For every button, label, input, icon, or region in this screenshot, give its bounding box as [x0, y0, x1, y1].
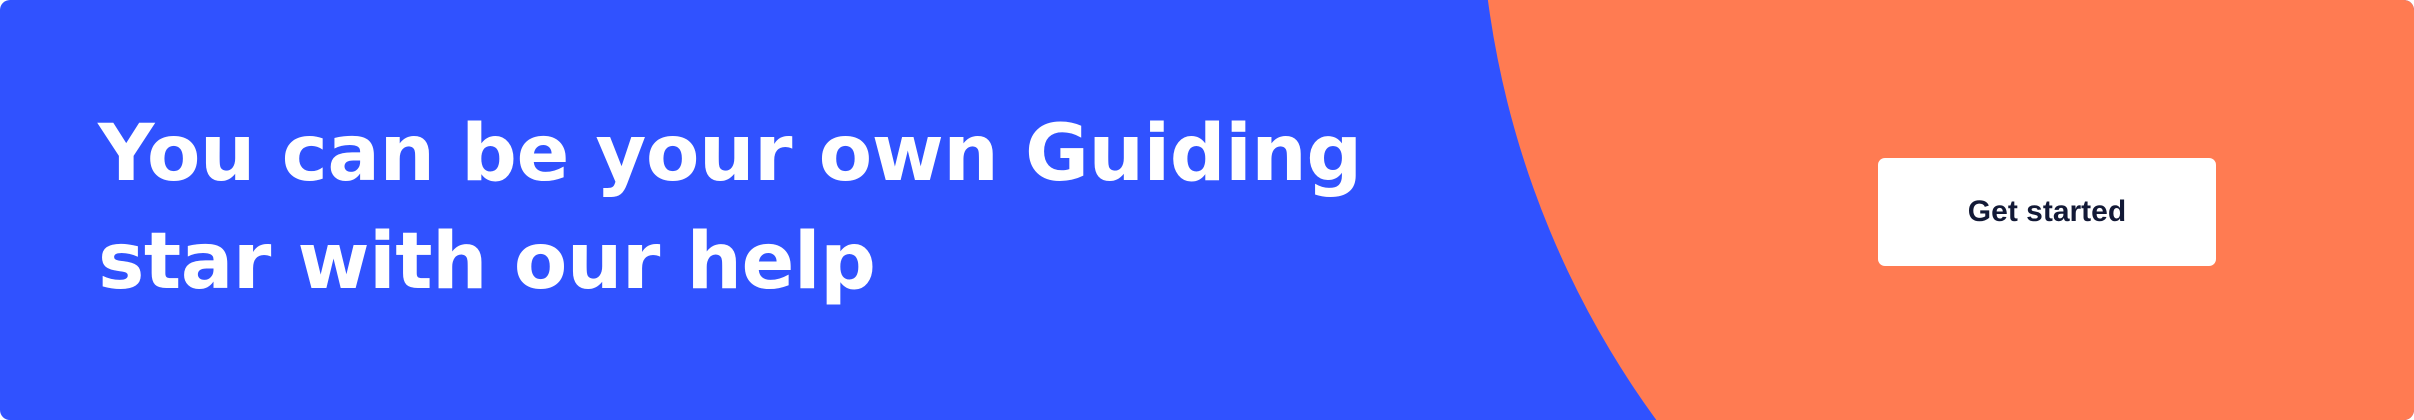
get-started-button[interactable]: Get started — [1878, 158, 2216, 266]
headline-line-2: star with our help — [98, 217, 876, 307]
headline-line-1: You can be your own Guiding — [98, 109, 1362, 199]
banner-headline: You can be your own Guiding star with ou… — [98, 100, 1398, 316]
